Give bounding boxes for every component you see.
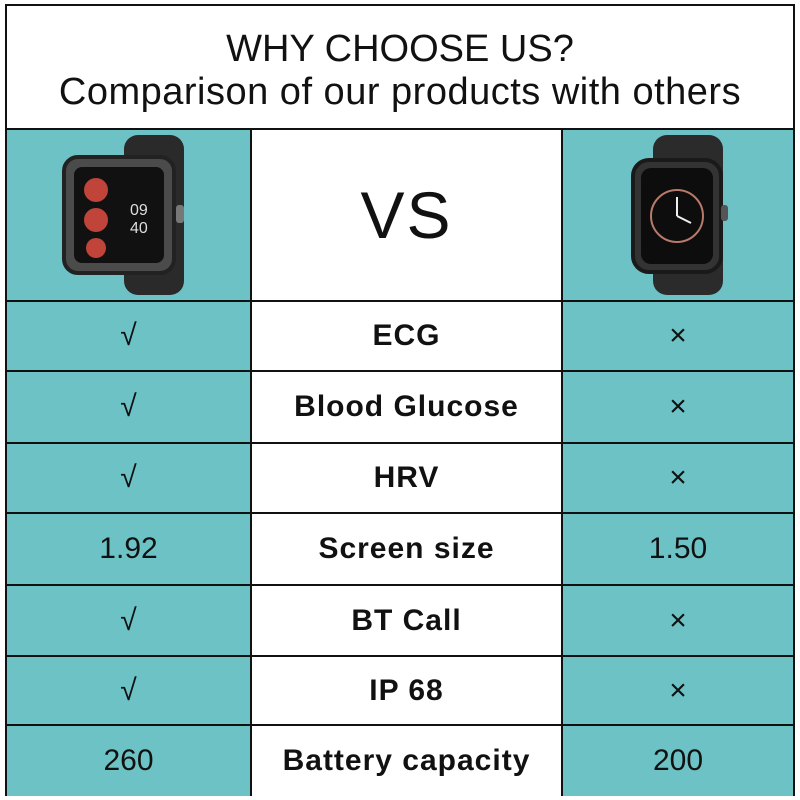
feature: BT Call [250,584,563,655]
other-value: 200 [563,724,793,796]
our-value: √ [7,584,250,655]
comparison-table: 09 40 VS √ ECG × √ Blood Glucose × √ HRV × 1.92 Sc… [5,128,795,796]
feature: Screen size [250,512,563,584]
title-box: WHY CHOOSE US? Comparison of our product… [5,4,795,128]
other-value: × [563,442,793,512]
our-value: √ [7,300,250,370]
our-value: √ [7,442,250,512]
feature: Battery capacity [250,724,563,796]
our-value: √ [7,370,250,442]
other-value: × [563,655,793,724]
our-watch-image: 09 40 [61,135,184,295]
other-watch-image [631,135,728,295]
our-value: √ [7,655,250,724]
title: WHY CHOOSE US? [226,28,574,70]
other-value: 1.50 [563,512,793,584]
our-value: 1.92 [7,512,250,584]
feature: ECG [250,300,563,370]
our-value: 260 [7,724,250,796]
subtitle: Comparison of our products with others [58,71,742,113]
feature: IP 68 [250,655,563,724]
svg-text:40: 40 [130,220,148,237]
other-value: × [563,584,793,655]
feature: HRV [250,442,563,512]
other-value: × [563,370,793,442]
product-image-cell: 09 40 [7,130,250,300]
vs-label: VS [250,130,563,300]
other-image-cell [563,130,793,300]
feature: Blood Glucose [250,370,563,442]
svg-text:09: 09 [130,202,148,219]
other-value: × [563,300,793,370]
